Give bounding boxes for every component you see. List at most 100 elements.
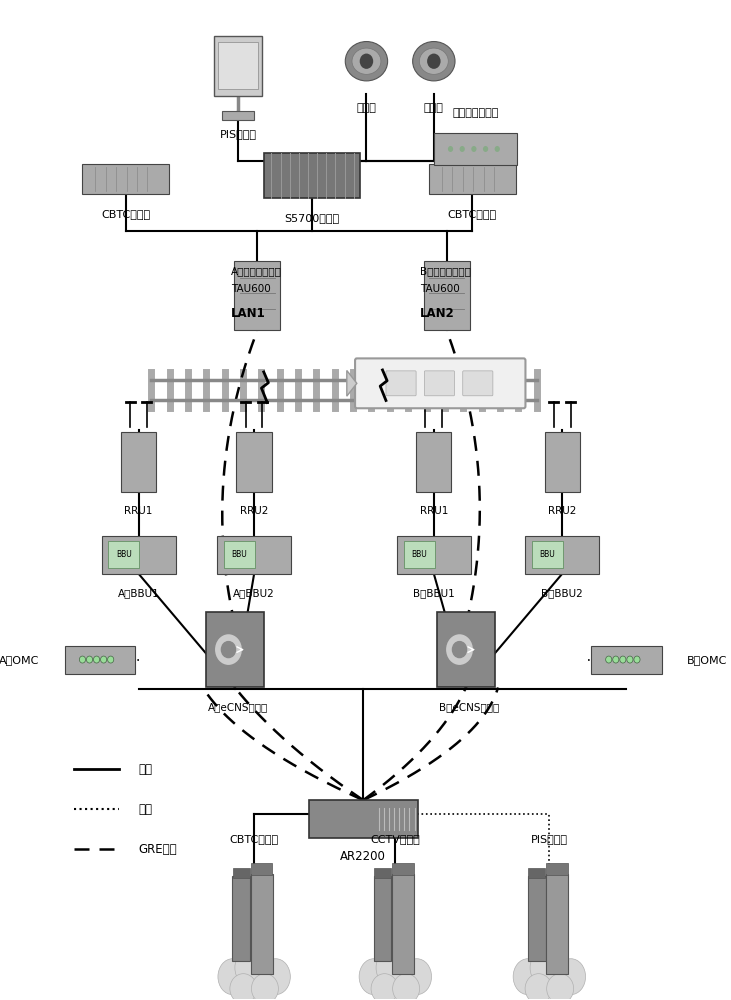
Ellipse shape — [235, 947, 273, 989]
Text: RRU1: RRU1 — [124, 506, 153, 516]
FancyBboxPatch shape — [308, 800, 418, 838]
FancyBboxPatch shape — [251, 874, 273, 974]
Text: GRE隧道: GRE隧道 — [139, 843, 177, 856]
Text: S5700交换机: S5700交换机 — [284, 213, 339, 223]
FancyBboxPatch shape — [83, 164, 169, 194]
Circle shape — [427, 54, 441, 69]
Text: CCTV服务器: CCTV服务器 — [371, 834, 420, 844]
Circle shape — [214, 634, 243, 666]
Text: 光纤: 光纤 — [139, 763, 153, 776]
Text: AR2200: AR2200 — [341, 850, 386, 863]
Ellipse shape — [352, 48, 381, 74]
Text: RRU2: RRU2 — [240, 506, 268, 516]
FancyBboxPatch shape — [526, 536, 599, 574]
Text: TAU600: TAU600 — [231, 284, 270, 294]
Ellipse shape — [371, 974, 398, 1000]
Text: 摄像头: 摄像头 — [357, 103, 376, 113]
FancyBboxPatch shape — [545, 432, 580, 492]
Circle shape — [495, 146, 500, 152]
Ellipse shape — [513, 959, 542, 995]
FancyBboxPatch shape — [251, 863, 273, 875]
Ellipse shape — [556, 959, 586, 995]
FancyBboxPatch shape — [121, 432, 156, 492]
FancyBboxPatch shape — [416, 432, 452, 492]
Polygon shape — [346, 370, 357, 396]
Text: BBU: BBU — [116, 550, 132, 559]
Ellipse shape — [530, 947, 569, 989]
Text: LAN1: LAN1 — [231, 307, 266, 320]
Ellipse shape — [525, 974, 552, 1000]
Circle shape — [445, 634, 474, 666]
Text: PIS客户端: PIS客户端 — [219, 129, 257, 139]
FancyBboxPatch shape — [397, 536, 471, 574]
Ellipse shape — [359, 959, 388, 995]
FancyBboxPatch shape — [437, 612, 495, 687]
FancyBboxPatch shape — [264, 153, 360, 198]
Ellipse shape — [251, 974, 279, 1000]
FancyBboxPatch shape — [528, 876, 545, 961]
Ellipse shape — [393, 974, 420, 1000]
FancyBboxPatch shape — [237, 432, 272, 492]
Circle shape — [483, 146, 488, 152]
FancyBboxPatch shape — [404, 541, 434, 568]
Circle shape — [620, 656, 626, 663]
Ellipse shape — [345, 42, 387, 81]
Circle shape — [86, 656, 93, 663]
FancyBboxPatch shape — [65, 646, 135, 674]
Text: RRU1: RRU1 — [420, 506, 448, 516]
Text: A网OMC: A网OMC — [0, 655, 39, 665]
Circle shape — [613, 656, 619, 663]
Text: A网eCNS核心网: A网eCNS核心网 — [208, 702, 268, 712]
FancyBboxPatch shape — [425, 371, 455, 396]
Text: CBTC服务端: CBTC服务端 — [230, 834, 279, 844]
Text: B网无线接入设备: B网无线接入设备 — [420, 266, 471, 276]
FancyBboxPatch shape — [374, 876, 392, 961]
Text: 视频监控服务器: 视频监控服务器 — [452, 108, 499, 118]
Circle shape — [107, 656, 114, 663]
FancyBboxPatch shape — [532, 541, 563, 568]
Circle shape — [221, 642, 235, 658]
FancyBboxPatch shape — [219, 42, 258, 89]
Text: B网BBU1: B网BBU1 — [413, 588, 455, 598]
FancyBboxPatch shape — [392, 874, 414, 974]
Text: 网线: 网线 — [139, 803, 153, 816]
FancyBboxPatch shape — [386, 371, 416, 396]
Ellipse shape — [547, 974, 574, 1000]
FancyBboxPatch shape — [233, 868, 250, 878]
Circle shape — [360, 54, 374, 69]
Ellipse shape — [413, 42, 455, 81]
FancyBboxPatch shape — [393, 863, 414, 875]
FancyBboxPatch shape — [217, 536, 291, 574]
FancyBboxPatch shape — [232, 876, 250, 961]
Ellipse shape — [420, 48, 448, 74]
Circle shape — [627, 656, 633, 663]
Ellipse shape — [376, 947, 414, 989]
FancyBboxPatch shape — [234, 261, 281, 330]
Circle shape — [80, 656, 86, 663]
Ellipse shape — [402, 959, 431, 995]
Text: BBU: BBU — [539, 550, 556, 559]
Ellipse shape — [230, 974, 257, 1000]
Text: B网BBU2: B网BBU2 — [542, 588, 583, 598]
Circle shape — [460, 146, 465, 152]
FancyBboxPatch shape — [529, 868, 545, 878]
Circle shape — [606, 656, 612, 663]
Text: B网OMC: B网OMC — [687, 655, 728, 665]
FancyBboxPatch shape — [433, 133, 518, 165]
Circle shape — [634, 656, 640, 663]
Text: A网BBU2: A网BBU2 — [233, 588, 275, 598]
FancyBboxPatch shape — [547, 863, 568, 875]
Circle shape — [448, 146, 453, 152]
Text: 摄像头: 摄像头 — [424, 103, 444, 113]
Ellipse shape — [261, 959, 290, 995]
Text: RRU2: RRU2 — [548, 506, 576, 516]
Circle shape — [452, 642, 466, 658]
Text: B网eCNS核心网: B网eCNS核心网 — [439, 702, 499, 712]
FancyBboxPatch shape — [222, 111, 254, 120]
FancyBboxPatch shape — [546, 874, 568, 974]
FancyBboxPatch shape — [355, 358, 526, 408]
Text: CBTC客户端: CBTC客户端 — [448, 209, 497, 219]
Text: BBU: BBU — [232, 550, 247, 559]
FancyBboxPatch shape — [429, 164, 515, 194]
FancyBboxPatch shape — [423, 261, 470, 330]
